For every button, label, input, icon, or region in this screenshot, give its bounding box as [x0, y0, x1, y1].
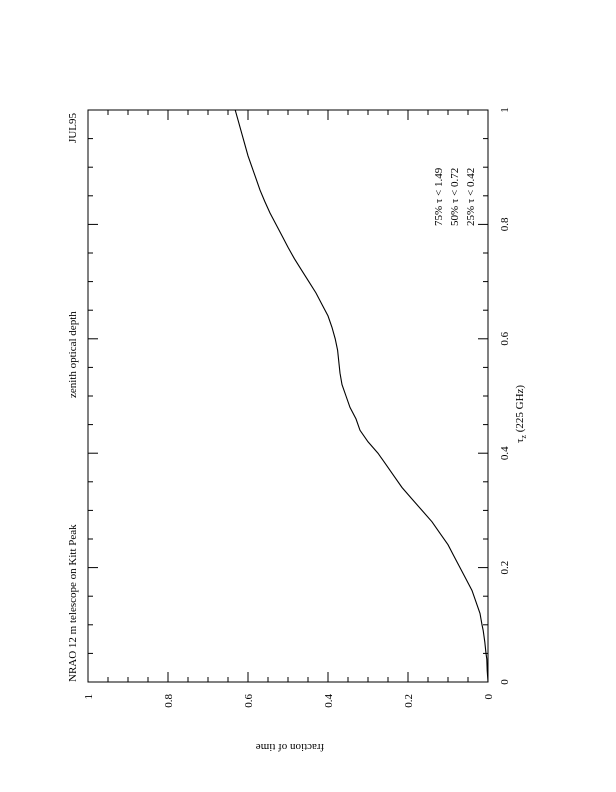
- annotation-25: 25% τ < 0.42: [465, 168, 477, 226]
- annotations: 75% τ < 1.49 50% τ < 0.72 25% τ < 0.42: [433, 167, 477, 226]
- y-tick-label: 0.4: [323, 694, 335, 708]
- x-axis-label-rest: (225 GHz): [514, 385, 526, 435]
- x-tick-label: 0.2: [499, 561, 511, 575]
- y-tick-label: 0.6: [243, 694, 255, 708]
- series-line: [234, 109, 489, 683]
- chart-subtitle: zenith optical depth: [67, 311, 79, 398]
- chart-title: NRAO 12 m telescope on Kitt Peak: [67, 524, 79, 682]
- x-tick-label: 1: [499, 107, 511, 113]
- x-axis-label: τz (225 GHz): [514, 385, 528, 443]
- x-tick-label: 0.8: [499, 217, 511, 231]
- y-tick-label: 0.8: [163, 694, 175, 708]
- y-tick-label: 1: [83, 694, 95, 700]
- y-axis-label: fraction of time: [256, 741, 325, 753]
- ticks: [87, 109, 489, 683]
- x-tick-label: 0.6: [499, 331, 511, 345]
- plot-area: 0 0.2 0.4 0.6 0.8 1 0 0.2 0.4 0.6 0.8 1: [83, 107, 511, 708]
- plot-frame: [87, 109, 489, 683]
- annotation-50: 50% τ < 0.72: [449, 168, 461, 226]
- x-axis-label-main: τ: [514, 438, 526, 443]
- y-tick-label: 0: [483, 694, 495, 700]
- period-label: JUL95: [67, 113, 79, 143]
- x-tick-label: 0: [499, 679, 511, 685]
- x-tick-label: 0.4: [499, 446, 511, 460]
- tick-labels: 0 0.2 0.4 0.6 0.8 1 0 0.2 0.4 0.6 0.8 1: [83, 107, 511, 708]
- y-tick-label: 0.2: [403, 694, 415, 708]
- annotation-75: 75% τ < 1.49: [433, 167, 445, 226]
- x-axis-label-sub: z: [519, 435, 528, 439]
